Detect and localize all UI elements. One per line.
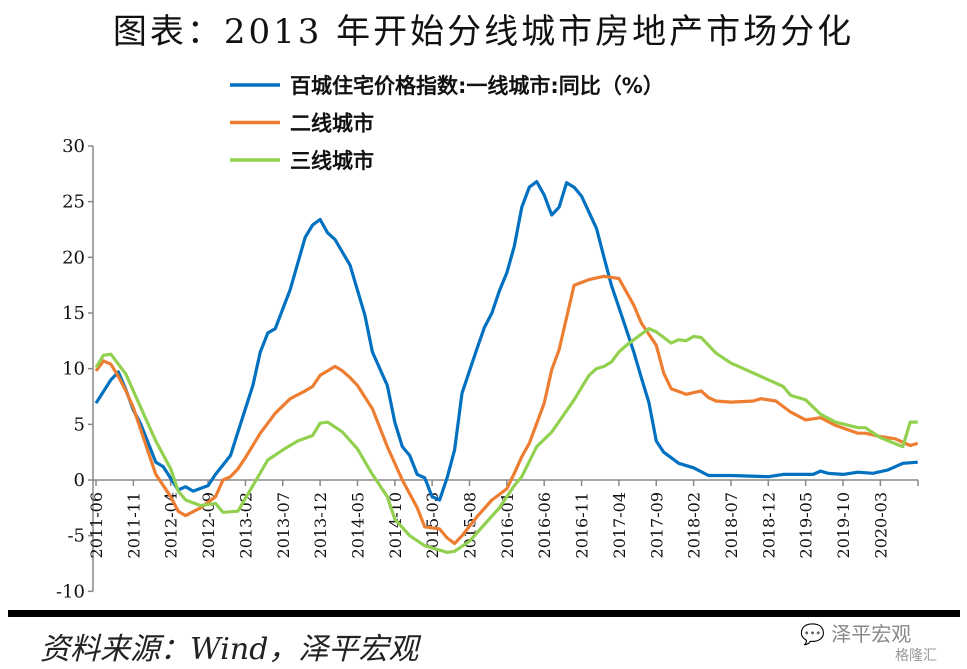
y-tick-label: 15 <box>62 303 85 324</box>
legend-label-2: 二线城市 <box>290 112 374 136</box>
x-tick-label: 2014-05 <box>348 492 367 558</box>
x-tick-label: 2018-02 <box>685 492 704 558</box>
x-tick-label: 2012-09 <box>199 492 218 558</box>
y-tick-label: -5 <box>67 526 85 547</box>
x-tick-label: 2020-03 <box>871 492 890 558</box>
y-tick-label: -10 <box>56 581 85 602</box>
x-tick-label: 2013-02 <box>236 492 255 558</box>
y-tick-label: 0 <box>74 470 85 491</box>
y-tick-label: 25 <box>62 192 85 213</box>
y-tick-label: 30 <box>62 136 85 157</box>
x-tick-label: 2015-03 <box>423 492 442 558</box>
watermark-text: 泽平宏观 <box>831 622 912 646</box>
x-tick-label: 2016-11 <box>573 492 592 558</box>
divider <box>8 610 960 617</box>
x-tick-label: 2016-01 <box>498 492 517 558</box>
x-tick-label: 2013-07 <box>274 492 293 558</box>
y-tick-label: 20 <box>62 247 85 268</box>
x-tick-label: 2011-11 <box>124 492 143 558</box>
x-tick-label: 2012-04 <box>162 492 181 558</box>
x-tick-label: 2017-04 <box>610 492 629 558</box>
x-tick-label: 2011-06 <box>87 492 106 558</box>
y-tick-label: 5 <box>74 414 85 435</box>
x-tick-label: 2019-10 <box>834 492 853 558</box>
legend-label-1: 百城住宅价格指数:一线城市:同比（%） <box>290 74 664 98</box>
watermark-wechat: 💬 泽平宏观 <box>800 618 911 647</box>
legend-label-3: 三线城市 <box>290 149 374 173</box>
x-tick-label: 2016-06 <box>535 492 554 558</box>
x-tick-label: 2018-12 <box>759 492 778 558</box>
y-tick-label: 10 <box>62 359 85 380</box>
chart-title: 图表：2013 年开始分线城市房地产市场分化 <box>112 12 855 52</box>
series-line-3 <box>94 327 918 554</box>
x-tick-label: 2017-09 <box>647 492 666 558</box>
x-tick-label: 2013-12 <box>311 492 330 558</box>
x-tick-label: 2018-07 <box>722 492 741 558</box>
watermark-logo: 格隆汇 <box>895 648 937 664</box>
x-tick-label: 2019-05 <box>797 492 816 558</box>
source-note: 资料来源：Wind，泽平宏观 <box>40 632 419 667</box>
wechat-icon: 💬 <box>800 622 825 646</box>
series-line-1 <box>94 180 918 502</box>
